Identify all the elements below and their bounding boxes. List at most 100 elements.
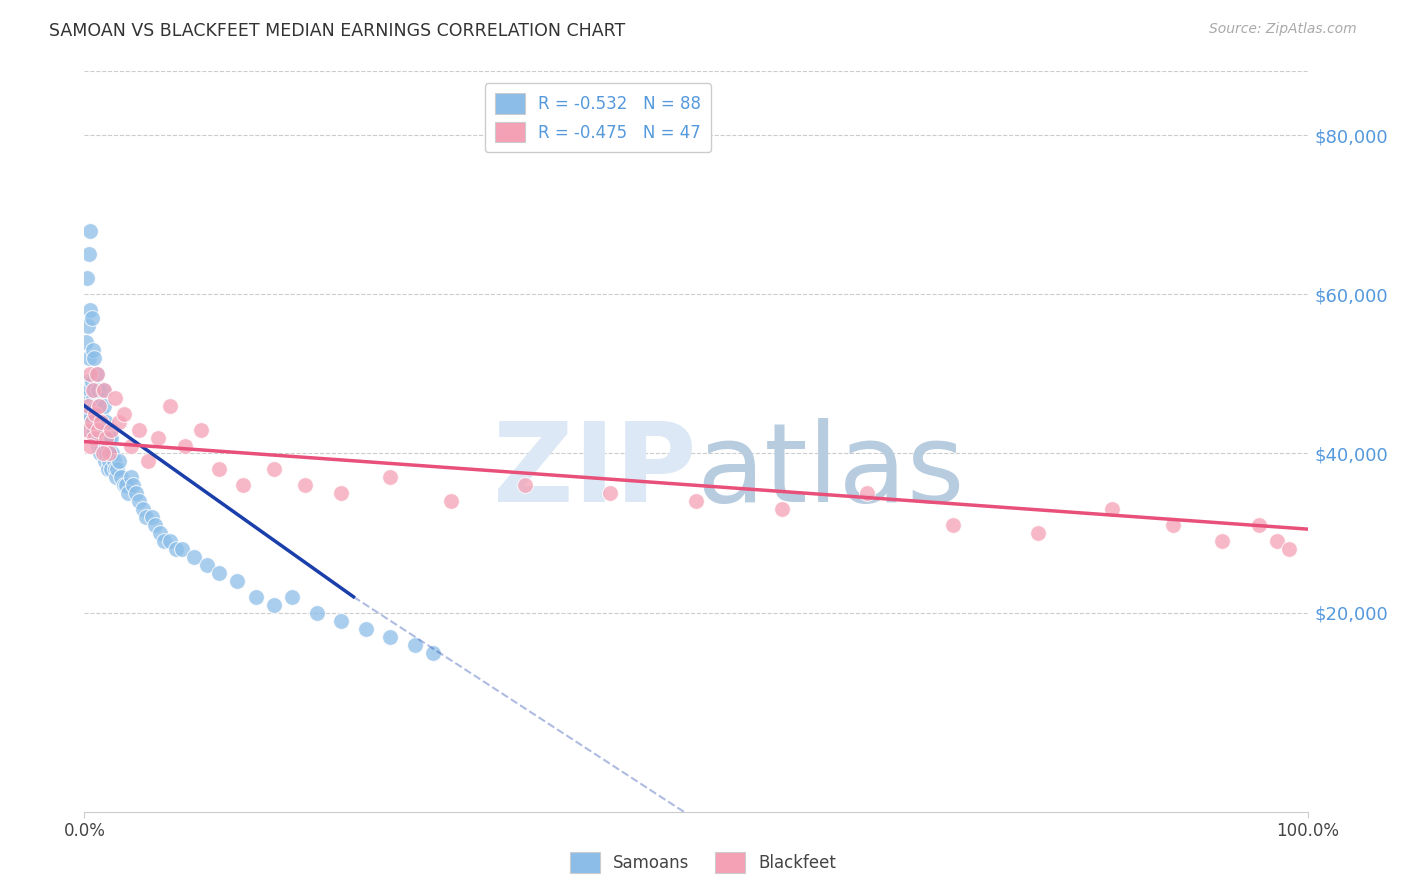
Point	[87, 423, 110, 437]
Point	[380, 470, 402, 484]
Point	[93, 431, 115, 445]
Point	[513, 478, 536, 492]
Point	[86, 367, 108, 381]
Point	[79, 223, 101, 237]
Point	[75, 334, 97, 349]
Point	[173, 438, 195, 452]
Point	[79, 423, 101, 437]
Point	[135, 510, 157, 524]
Point	[87, 399, 110, 413]
Text: atlas: atlas	[696, 417, 965, 524]
Point	[97, 454, 120, 468]
Point	[112, 478, 135, 492]
Point	[380, 630, 402, 644]
Point	[120, 470, 142, 484]
Legend: Samoans, Blackfeet: Samoans, Blackfeet	[564, 846, 842, 880]
Point	[143, 518, 166, 533]
Point	[107, 454, 129, 468]
Point	[79, 383, 101, 397]
Point	[90, 415, 112, 429]
Point	[91, 423, 114, 437]
Point	[294, 478, 316, 492]
Point	[141, 510, 163, 524]
Point	[942, 518, 965, 533]
Point	[89, 415, 111, 429]
Point	[115, 478, 138, 492]
Point	[183, 549, 205, 564]
Point	[76, 271, 98, 285]
Point	[117, 486, 139, 500]
Point	[91, 446, 114, 460]
Point	[96, 431, 118, 445]
Point	[281, 590, 304, 604]
Point	[104, 391, 127, 405]
Point	[103, 454, 125, 468]
Point	[100, 423, 122, 437]
Point	[77, 247, 100, 261]
Point	[165, 541, 187, 556]
Point	[125, 486, 148, 500]
Point	[856, 486, 879, 500]
Text: Source: ZipAtlas.com: Source: ZipAtlas.com	[1209, 22, 1357, 37]
Point	[90, 407, 112, 421]
Point	[136, 454, 159, 468]
Point	[1265, 534, 1288, 549]
Point	[79, 438, 101, 452]
Point	[90, 438, 112, 452]
Point	[422, 646, 444, 660]
Point	[97, 462, 120, 476]
Point	[1278, 541, 1301, 556]
Point	[77, 415, 100, 429]
Point	[107, 415, 129, 429]
Point	[599, 486, 621, 500]
Point	[1247, 518, 1270, 533]
Point	[208, 566, 231, 580]
Point	[120, 438, 142, 452]
Point	[94, 423, 117, 437]
Point	[770, 502, 793, 516]
Point	[86, 399, 108, 413]
Point	[105, 470, 128, 484]
Point	[96, 415, 118, 429]
Point	[96, 446, 118, 460]
Point	[75, 391, 97, 405]
Point	[76, 423, 98, 437]
Point	[354, 622, 377, 636]
Point	[1161, 518, 1184, 533]
Point	[89, 446, 111, 460]
Point	[93, 399, 115, 413]
Point	[208, 462, 231, 476]
Point	[83, 431, 105, 445]
Point	[84, 407, 107, 421]
Point	[305, 606, 328, 620]
Point	[122, 478, 145, 492]
Point	[112, 407, 135, 421]
Point	[132, 502, 155, 516]
Point	[128, 423, 150, 437]
Point	[100, 431, 122, 445]
Point	[80, 375, 103, 389]
Point	[77, 375, 100, 389]
Point	[94, 454, 117, 468]
Point	[83, 423, 105, 437]
Point	[87, 383, 110, 397]
Point	[685, 494, 707, 508]
Point	[330, 486, 353, 500]
Point	[330, 614, 353, 628]
Point	[82, 343, 104, 357]
Point	[97, 438, 120, 452]
Point	[82, 423, 104, 437]
Text: ZIP: ZIP	[492, 417, 696, 524]
Point	[153, 534, 176, 549]
Point	[226, 574, 249, 588]
Point	[404, 638, 426, 652]
Point	[159, 534, 181, 549]
Point	[110, 470, 132, 484]
Point	[190, 423, 212, 437]
Point	[97, 446, 120, 460]
Point	[86, 431, 108, 445]
Point	[87, 407, 110, 421]
Text: SAMOAN VS BLACKFEET MEDIAN EARNINGS CORRELATION CHART: SAMOAN VS BLACKFEET MEDIAN EARNINGS CORR…	[49, 22, 626, 40]
Point	[80, 415, 103, 429]
Point	[159, 399, 181, 413]
